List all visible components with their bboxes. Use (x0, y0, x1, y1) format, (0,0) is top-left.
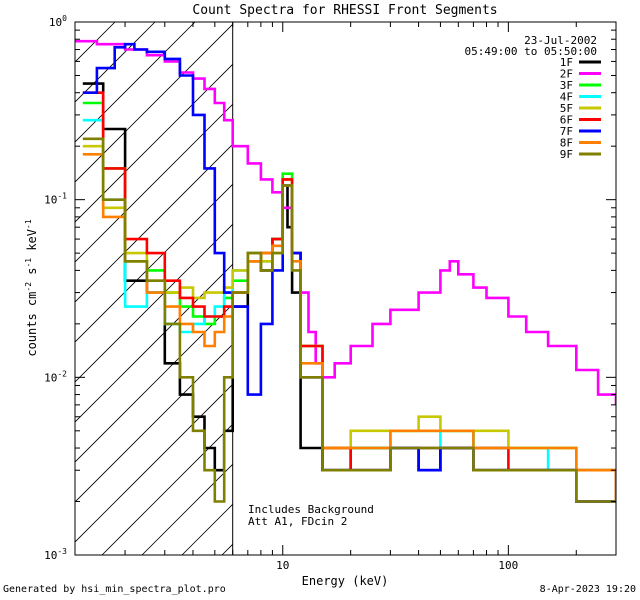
y-label-s: s (25, 268, 39, 282)
legend-label-2f: 2F (560, 68, 573, 81)
y-tick-base: 10 (44, 549, 57, 562)
hatch-lines (75, 22, 233, 555)
y-tick-exp: 0 (62, 14, 67, 23)
legend-label-6f: 6F (560, 114, 573, 127)
legend-label-5f: 5F (560, 102, 573, 115)
x-tick-label: 100 (498, 559, 518, 572)
y-tick-exp: -2 (57, 369, 67, 378)
y-tick-label: 100 (49, 14, 67, 29)
x-tick-label: 10 (276, 559, 289, 572)
plot-frame (74, 21, 617, 556)
legend-label-7f: 7F (560, 125, 573, 138)
legend-label-1f: 1F (560, 56, 573, 69)
axis-ticks (75, 21, 617, 556)
y-tick-label: 10-1 (44, 192, 67, 207)
y-tick-base: 10 (49, 16, 62, 29)
date-label: 23-Jul-2002 (524, 34, 597, 47)
generated-by-text: Generated by hsi_min_spectra_plot.pro (3, 584, 226, 595)
y-label-exp-cm: -2 (24, 282, 33, 292)
series-line-7f (82, 42, 616, 503)
x-tick-labels: 10 100 (276, 559, 518, 572)
y-label-exp-s: -1 (24, 258, 33, 268)
y-tick-exp: -3 (57, 547, 67, 556)
time-range-label: 05:49:00 to 05:50:00 (465, 45, 597, 58)
y-tick-label: 10-2 (44, 369, 67, 384)
y-label-exp-kev: -1 (24, 219, 33, 229)
x-axis-label: Energy (keV) (302, 574, 389, 588)
series-line-5f (82, 144, 616, 472)
annotation-attenuator: Att A1, FDcin 2 (248, 515, 347, 528)
legend-label-3f: 3F (560, 79, 573, 92)
y-label-counts: counts cm (25, 292, 39, 357)
y-axis-label: counts cm-2 s-1 keV-1 (24, 219, 39, 356)
y-tick-label: 10-3 (44, 547, 67, 562)
legend-label-4f: 4F (560, 91, 573, 104)
series-line-2f (75, 39, 616, 405)
y-tick-exp: -1 (57, 192, 67, 201)
legend-label-8f: 8F (560, 137, 573, 150)
annotation-background: Includes Background (248, 503, 374, 516)
y-tick-base: 10 (44, 194, 57, 207)
series-lines (75, 39, 616, 503)
legend-label-9f: 9F (560, 148, 573, 161)
chart-title: Count Spectra for RHESSI Front Segments (192, 3, 497, 18)
timestamp-text: 8-Apr-2023 19:20 (539, 584, 636, 595)
series-line-9f (82, 137, 616, 503)
y-label-kev: keV (25, 229, 39, 258)
y-tick-base: 10 (44, 371, 57, 384)
